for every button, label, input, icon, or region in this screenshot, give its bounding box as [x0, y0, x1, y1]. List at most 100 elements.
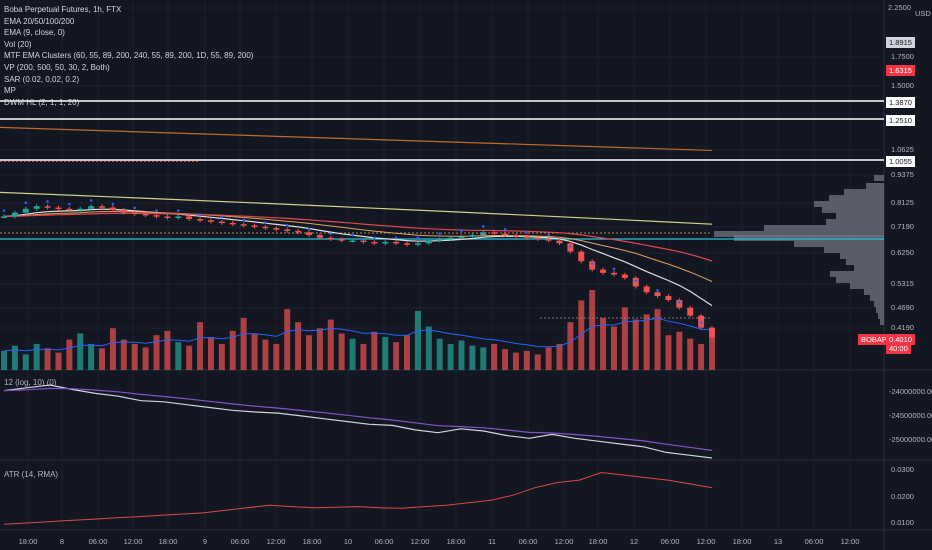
- volume-bar: [273, 343, 280, 370]
- volume-bar: [469, 345, 476, 370]
- volume-bar: [578, 300, 585, 370]
- candle-body: [643, 286, 650, 293]
- candle-body: [327, 237, 334, 240]
- volume-bar: [502, 349, 509, 370]
- candle-body: [349, 240, 356, 243]
- volume-bar: [349, 338, 356, 370]
- volume-bar: [665, 335, 672, 370]
- volume-bar: [186, 345, 193, 370]
- indicator-vp[interactable]: VP (200, 500, 50, 30, 2, Both): [4, 62, 110, 72]
- volume-profile-bar: [844, 189, 884, 195]
- symbol-title[interactable]: Boba Perpetual Futures, 1h, FTX: [4, 5, 122, 14]
- last-price-symbol: BOBAPERP: [858, 334, 906, 345]
- indicator-volume[interactable]: Vol (20): [4, 39, 32, 49]
- volume-bar: [534, 354, 541, 370]
- indicator-mtf-ema[interactable]: MTF EMA Clusters (60, 55, 89, 200, 240, …: [4, 51, 254, 61]
- sar-dot: [133, 206, 137, 210]
- candle-body: [621, 274, 628, 278]
- volume-bars: [1, 290, 715, 370]
- candle-body: [88, 206, 95, 209]
- sar-dot: [460, 229, 463, 233]
- volume-profile: [714, 175, 884, 325]
- last-price-countdown: 40:00: [886, 343, 911, 354]
- candle-body: [654, 292, 661, 297]
- volume-bar: [709, 333, 715, 370]
- time-tick: 12:00: [554, 537, 574, 546]
- volume-bar: [55, 352, 62, 370]
- sar-dot: [111, 202, 115, 206]
- candle-body: [523, 236, 530, 238]
- volume-profile-bar: [866, 183, 884, 189]
- volume-bar: [305, 335, 312, 370]
- indicator-ema[interactable]: EMA 20/50/100/200: [4, 16, 75, 26]
- volume-profile-bar: [874, 301, 884, 307]
- volume-bar: [447, 343, 454, 370]
- cvd-pane-label[interactable]: 12 (log, 10) (0): [4, 378, 57, 387]
- candle-body: [240, 224, 247, 226]
- volume-profile-bar: [714, 231, 884, 237]
- sar-dot: [24, 201, 28, 205]
- volume-profile-bar: [734, 235, 884, 241]
- currency-label: USD: [915, 9, 931, 18]
- indicator-sar[interactable]: SAR (0.02, 0.02, 0.2): [4, 74, 80, 84]
- candle-body: [1, 216, 7, 218]
- atr-pane-label[interactable]: ATR (14, RMA): [4, 470, 59, 479]
- volume-bar: [458, 340, 465, 370]
- sar-dot: [68, 202, 71, 206]
- sar-dot: [569, 245, 572, 248]
- cvd-signal-line: [3, 387, 713, 451]
- indicator-mp[interactable]: MP: [4, 86, 16, 96]
- candle-body: [66, 208, 73, 211]
- volume-profile-bar: [870, 295, 884, 301]
- volume-bar: [109, 328, 116, 370]
- volume-bar: [545, 347, 552, 370]
- time-tick: 18:00: [18, 537, 38, 546]
- cvd-tick: -24000000.0000: [889, 387, 932, 396]
- candle-body: [556, 240, 563, 244]
- volume-bar: [512, 352, 519, 370]
- time-tick: 06:00: [88, 537, 108, 546]
- volume-bar: [44, 348, 51, 370]
- sar-dot: [394, 236, 398, 240]
- atr-tick: 0.0100: [891, 518, 914, 527]
- time-tick: 12:00: [266, 537, 286, 546]
- sar-dot: [198, 213, 202, 216]
- time-tick: 11: [488, 537, 496, 546]
- ema-200-line: [0, 191, 713, 225]
- sar-dot: [89, 199, 93, 202]
- candle-body: [207, 220, 214, 222]
- indicator-ema9[interactable]: EMA (9, close, 0): [4, 28, 65, 38]
- candle-body: [578, 251, 585, 262]
- volume-bar: [382, 336, 389, 370]
- time-tick: 12:00: [410, 537, 430, 546]
- last-price: 0.4010: [886, 334, 915, 345]
- price-tick: 0.4690: [891, 303, 914, 312]
- candle-body: [502, 233, 509, 236]
- volume-bar: [33, 343, 40, 370]
- sar-dot: [525, 230, 529, 234]
- volume-bar: [436, 338, 443, 370]
- sar-dot: [285, 223, 289, 227]
- price-tick: 1.7500: [891, 52, 914, 61]
- price-tag-dwm-3: 1.0055: [886, 156, 915, 167]
- volume-bar: [654, 309, 661, 370]
- price-tick: 2.2500: [888, 3, 911, 12]
- volume-bar: [393, 342, 400, 370]
- candle-body: [545, 239, 552, 241]
- volume-profile-bar: [854, 265, 884, 271]
- indicator-dwm[interactable]: DWM HL (2, 1, 1, 20): [4, 97, 80, 107]
- sar-dot: [503, 227, 507, 231]
- volume-bar: [687, 338, 694, 370]
- volume-profile-bar: [794, 241, 884, 247]
- volume-bar: [316, 328, 323, 370]
- volume-bar: [11, 345, 18, 370]
- sar-dot: [678, 300, 681, 304]
- sar-dot: [242, 218, 245, 222]
- candle-body: [425, 240, 432, 244]
- candle-body: [273, 228, 280, 230]
- candle-body: [109, 207, 116, 211]
- candle-body: [436, 239, 443, 241]
- time-tick: 06:00: [374, 537, 394, 546]
- time-tick: 9: [202, 537, 208, 546]
